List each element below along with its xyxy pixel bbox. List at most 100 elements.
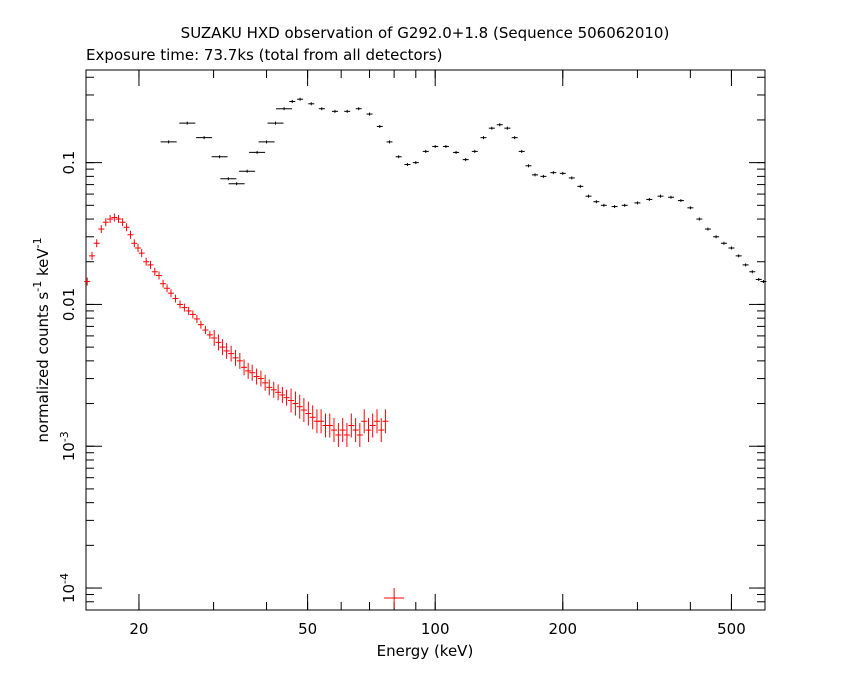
x-tick-label: 100	[421, 620, 450, 638]
data-point	[206, 330, 213, 339]
data-point	[262, 374, 269, 391]
data-point	[160, 140, 177, 144]
data-point	[677, 199, 684, 203]
data-point	[366, 112, 373, 116]
data-point	[300, 398, 307, 423]
y-axis-ticks: 0.1 0.01 10-3 10-4	[58, 76, 765, 611]
data-point	[258, 140, 275, 144]
data-point	[339, 418, 346, 443]
x-tick-label: 20	[129, 620, 148, 638]
data-point	[374, 409, 381, 434]
data-point	[275, 384, 282, 401]
data-point	[365, 418, 372, 443]
data-point	[236, 352, 243, 369]
data-point	[296, 394, 303, 419]
data-point	[382, 409, 389, 434]
data-point	[600, 203, 607, 207]
y-tick-label: 0.1	[60, 151, 78, 175]
data-point	[471, 149, 478, 153]
data-point	[279, 386, 286, 403]
data-point	[577, 184, 584, 188]
data-point	[131, 239, 138, 248]
series-1	[160, 97, 767, 284]
data-point	[220, 177, 237, 181]
y-axis-label: normalized counts s-1 keV-1	[31, 237, 52, 442]
data-point	[147, 260, 154, 269]
data-point	[127, 230, 134, 239]
data-point	[185, 306, 192, 315]
data-point	[330, 418, 337, 443]
data-point	[160, 279, 167, 288]
x-tick-label: 50	[298, 620, 317, 638]
data-point	[249, 364, 256, 381]
data-point	[288, 388, 295, 413]
data-point	[511, 136, 518, 140]
svg-text:normalized counts s-1 keV-1: normalized counts s-1 keV-1	[31, 237, 52, 442]
data-point	[102, 218, 109, 227]
data-point	[257, 370, 264, 387]
data-point	[98, 225, 105, 234]
data-point	[219, 339, 226, 356]
data-point	[352, 418, 359, 443]
chart-subtitle: Exposure time: 73.7ks (total from all de…	[86, 46, 442, 64]
y-tick-label-group: 10-4	[58, 573, 78, 603]
data-point	[276, 107, 293, 111]
data-point	[119, 218, 126, 227]
data-point	[550, 171, 557, 175]
data-point	[308, 102, 315, 106]
data-point	[335, 423, 342, 448]
data-point	[177, 300, 184, 309]
data-point	[93, 239, 100, 248]
data-point	[326, 413, 333, 438]
x-tick-label: 200	[548, 620, 577, 638]
data-point	[197, 320, 204, 329]
data-point	[621, 203, 628, 207]
data-point	[480, 136, 487, 140]
data-point	[270, 381, 277, 398]
data-point	[395, 155, 402, 159]
chart-title: SUZAKU HXD observation of G292.0+1.8 (Se…	[181, 24, 670, 42]
plot-frame	[85, 69, 766, 611]
data-point	[344, 109, 351, 113]
data-point	[249, 150, 266, 154]
data-point	[179, 121, 196, 125]
data-point	[704, 227, 711, 231]
data-point	[386, 140, 393, 144]
data-point	[378, 418, 385, 443]
data-point	[488, 126, 495, 130]
data-point	[404, 163, 411, 167]
data-point	[138, 249, 145, 258]
data-point	[713, 235, 720, 239]
data-point	[568, 176, 575, 180]
data-point	[84, 277, 91, 286]
x-axis-ticks: 20 50 100 200 500	[129, 70, 766, 638]
data-point	[728, 246, 735, 250]
data-point	[532, 173, 539, 177]
data-point	[667, 195, 674, 199]
data-point	[193, 314, 200, 323]
data-point	[202, 326, 209, 335]
data-point	[283, 389, 290, 406]
data-point	[687, 206, 694, 210]
data-point	[107, 215, 114, 224]
data-point	[211, 155, 228, 159]
y-tick-label: 10-3	[58, 431, 78, 461]
data-point	[241, 359, 248, 376]
data-point	[657, 194, 664, 198]
data-point	[164, 284, 171, 293]
data-point	[189, 310, 196, 319]
data-point	[211, 329, 218, 346]
data-point	[309, 405, 316, 430]
data-point	[646, 197, 653, 201]
data-point	[239, 169, 256, 173]
data-point	[696, 217, 703, 221]
data-point	[422, 149, 429, 153]
data-point	[196, 136, 213, 140]
data-point	[318, 107, 325, 111]
data-point	[266, 379, 273, 396]
series-0	[84, 213, 405, 609]
data-point	[155, 271, 162, 280]
data-point	[504, 126, 511, 130]
data-point	[181, 303, 188, 312]
data-point	[462, 158, 469, 162]
